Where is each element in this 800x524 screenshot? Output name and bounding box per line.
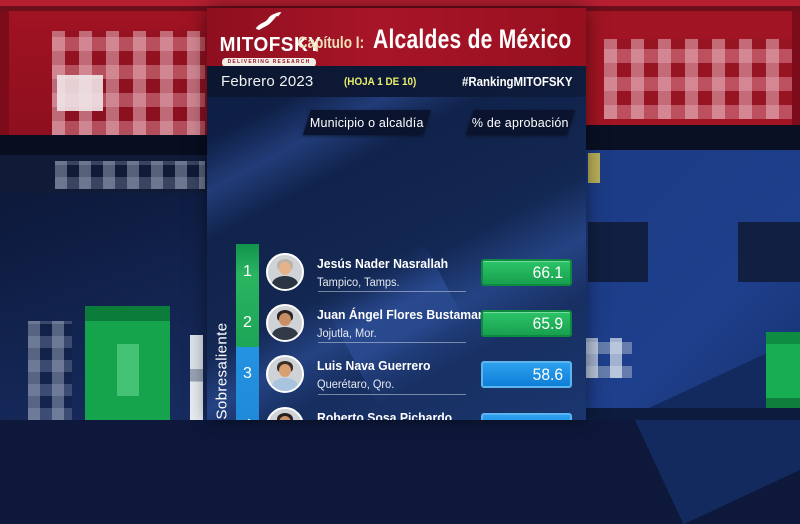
mitofsky-runner-icon [255, 11, 282, 31]
backdrop-block [0, 11, 9, 135]
header-navy-band: Febrero 2023 (HOJA 1 DE 10) #RankingMITO… [207, 66, 586, 97]
page-title: Capítulo I: Alcaldes de México [297, 24, 583, 60]
mitofsky-tagline: DELIVERING RESEARCH [222, 58, 316, 67]
mayor-info: Luis Nava Guerrero Querétaro, Qro. [317, 357, 477, 393]
header-red-band: MITOFSKY DELIVERING RESEARCH Capítulo I:… [207, 8, 586, 67]
chapter-label: Capítulo I: [297, 33, 364, 52]
backdrop-yellow-block [588, 153, 600, 183]
date-label: Febrero 2023 [221, 73, 314, 90]
ranking-body: Municipio o alcaldía % de aprobación Sob… [207, 97, 586, 420]
backdrop-block [85, 306, 170, 321]
mayor-city: Tampico, Tamps. [317, 277, 400, 289]
backdrop-green-block [766, 332, 800, 420]
avatar-face [279, 262, 291, 275]
mayor-name: Juan Ángel Flores Bustamante [317, 307, 497, 322]
approval-value: 65.9 [532, 313, 563, 333]
mayor-photo [266, 407, 304, 420]
column-header-aprobacion-label: % de aprobación [472, 115, 569, 130]
approval-bar: 57.2 [481, 413, 572, 420]
avatar-face [279, 313, 291, 326]
rank-number: 3 [243, 365, 252, 382]
backdrop-pixel-mosaic [28, 321, 72, 420]
ranking-row: Roberto Sosa Pichardo Corregidora, Qro. … [207, 401, 586, 420]
ranking-row: Juan Ángel Flores Bustamante Jojutla, Mo… [207, 298, 586, 350]
backdrop-pixel-mosaic [604, 39, 794, 119]
backdrop-block [190, 335, 203, 420]
sheet-indicator: (HOJA 1 DE 10) [343, 75, 417, 88]
backdrop-pixel-mosaic [55, 161, 205, 189]
mitofsky-wordmark: MITOFSKY [219, 34, 322, 56]
row-divider [318, 342, 466, 343]
mayor-city: Querétaro, Qro. [317, 379, 395, 391]
backdrop-left-navy-band [0, 155, 210, 193]
mayor-photo [266, 355, 304, 393]
backdrop-block [588, 222, 648, 282]
backdrop-block [117, 344, 139, 396]
rank-number: 2 [243, 314, 252, 331]
avatar-face [279, 416, 291, 420]
column-header-aprobacion: % de aprobación [465, 110, 576, 135]
ranking-infographic-panel: MITOFSKY DELIVERING RESEARCH Capítulo I:… [207, 8, 586, 420]
ranking-row: Jesús Nader Nasrallah Tampico, Tamps. 66… [207, 247, 586, 299]
backdrop-green-block [85, 306, 170, 420]
column-header-municipio-label: Municipio o alcaldía [310, 115, 424, 130]
mayor-name: Luis Nava Guerrero [317, 358, 431, 373]
mayor-info: Jesús Nader Nasrallah Tampico, Tamps. [317, 255, 477, 291]
backdrop-right-red-region [586, 11, 800, 140]
row-divider [318, 394, 466, 395]
rank-number: 1 [243, 263, 252, 280]
avatar-torso [272, 276, 298, 289]
backdrop-pixel-mosaic [586, 338, 632, 378]
mayor-photo [266, 304, 304, 342]
hashtag-label: #RankingMITOFSKY [461, 74, 572, 89]
backdrop-block [0, 135, 210, 155]
avatar-torso [272, 327, 298, 340]
rank-column [236, 244, 259, 420]
backdrop-block [586, 125, 800, 150]
mayor-info: Juan Ángel Flores Bustamante Jojutla, Mo… [317, 306, 496, 342]
mitofsky-logo: MITOFSKY DELIVERING RESEARCH [217, 11, 322, 67]
backdrop-left-red-region [0, 11, 210, 135]
ranking-row: Luis Nava Guerrero Querétaro, Qro. 58.6 [207, 349, 586, 401]
approval-bar: 65.9 [481, 310, 572, 337]
mayor-name: Jesús Nader Nasrallah [317, 256, 449, 271]
backdrop-block [57, 75, 103, 111]
approval-bar: 66.1 [481, 259, 572, 286]
mayor-name: Roberto Sosa Pichardo [317, 410, 453, 420]
backdrop-block [586, 408, 800, 420]
backdrop-left-body [0, 193, 210, 420]
rank-column-green-segment [236, 244, 259, 347]
backdrop-block [792, 11, 800, 140]
avatar-face [279, 364, 291, 377]
avatar-torso [272, 378, 298, 391]
approval-value: 66.1 [532, 262, 563, 282]
row-divider [318, 291, 466, 292]
mayor-city: Jojutla, Mor. [317, 328, 377, 340]
title-text: Alcaldes de México [372, 24, 572, 54]
backdrop-block [738, 222, 800, 282]
backdrop-top-strip [0, 0, 800, 6]
approval-value: 57.2 [533, 417, 563, 421]
approval-value: 58.6 [532, 364, 563, 384]
rank-column-blue-segment [236, 347, 259, 420]
mayor-info: Roberto Sosa Pichardo Corregidora, Qro. [317, 409, 477, 420]
rank-number: 4 [236, 417, 259, 420]
mayor-photo [266, 253, 304, 291]
backdrop-right-body [586, 150, 800, 524]
column-header-municipio: Municipio o alcaldía [302, 110, 432, 135]
approval-bar: 58.6 [481, 361, 572, 388]
